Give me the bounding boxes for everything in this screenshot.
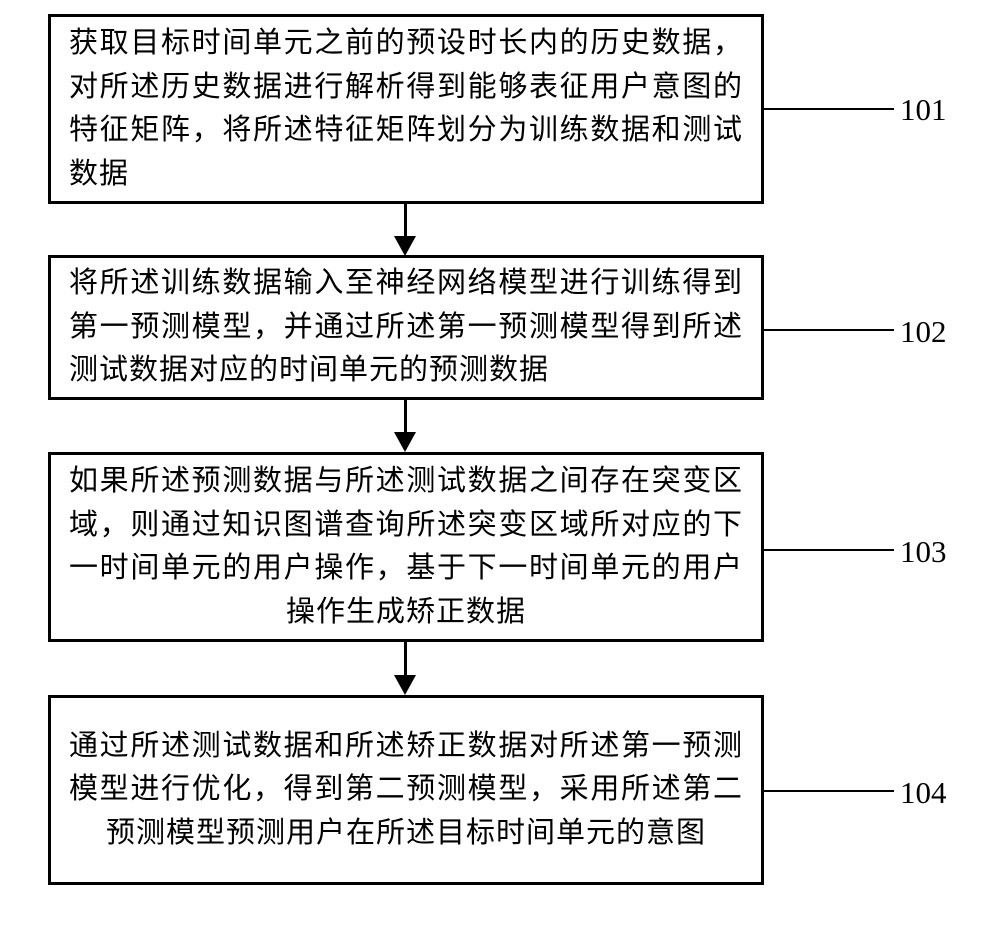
arrow-1-2-head [394,236,416,256]
arrow-2-3-line [404,400,407,434]
leader-line-3 [764,549,894,551]
flowchart-step-3-label: 103 [900,534,947,570]
flowchart-step-4-label: 104 [900,775,947,811]
flowchart-canvas: 获取目标时间单元之前的预设时长内的历史数据，对所述历史数据进行解析得到能够表征用… [0,0,1000,932]
arrow-3-4-line [404,642,407,677]
flowchart-step-1-text: 获取目标时间单元之前的预设时长内的历史数据，对所述历史数据进行解析得到能够表征用… [69,22,743,196]
flowchart-step-2: 将所述训练数据输入至神经网络模型进行训练得到第一预测模型，并通过所述第一预测模型… [48,255,764,400]
flowchart-step-2-label: 102 [900,314,947,350]
arrow-3-4-head [394,675,416,695]
flowchart-step-1: 获取目标时间单元之前的预设时长内的历史数据，对所述历史数据进行解析得到能够表征用… [48,14,764,204]
flowchart-step-3: 如果所述预测数据与所述测试数据之间存在突变区域，则通过知识图谱查询所述突变区域所… [48,452,764,642]
flowchart-step-3-text: 如果所述预测数据与所述测试数据之间存在突变区域，则通过知识图谱查询所述突变区域所… [69,460,743,634]
flowchart-step-4: 通过所述测试数据和所述矫正数据对所述第一预测模型进行优化，得到第二预测模型，采用… [48,695,764,885]
leader-line-2 [764,329,894,331]
flowchart-step-4-text: 通过所述测试数据和所述矫正数据对所述第一预测模型进行优化，得到第二预测模型，采用… [69,725,743,856]
flowchart-step-2-text: 将所述训练数据输入至神经网络模型进行训练得到第一预测模型，并通过所述第一预测模型… [69,262,743,393]
leader-line-1 [764,108,894,110]
arrow-1-2-line [404,204,407,238]
leader-line-4 [764,790,894,792]
flowchart-step-1-label: 101 [900,92,947,128]
arrow-2-3-head [394,432,416,452]
